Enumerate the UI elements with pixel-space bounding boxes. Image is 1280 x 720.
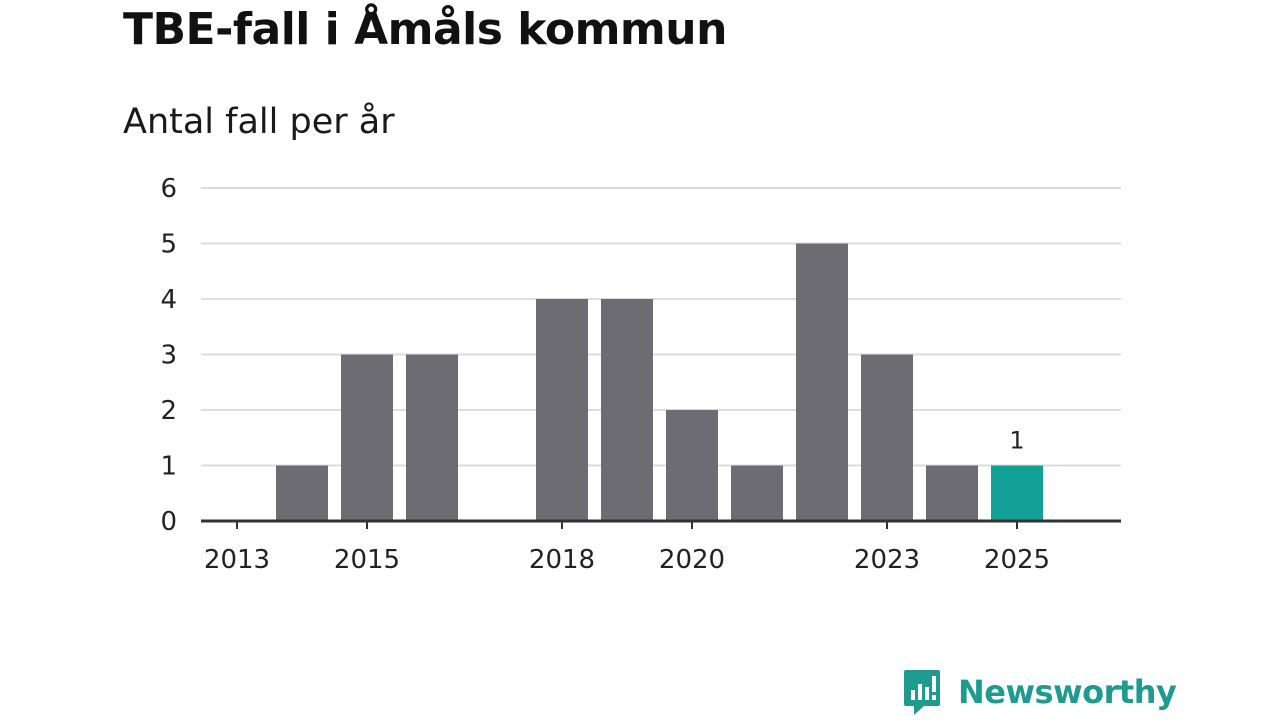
x-tick-label: 2020 [659, 545, 725, 575]
y-tick-label: 4 [160, 285, 177, 315]
y-tick-label: 6 [160, 174, 177, 204]
bar-2025 [991, 465, 1043, 521]
bar-2022 [796, 243, 848, 521]
bar-2014 [276, 465, 328, 521]
x-tick-label: 2015 [334, 545, 400, 575]
bar-2020 [666, 410, 718, 521]
axes [201, 519, 1121, 529]
bars [276, 243, 1043, 521]
x-tick-label: 2023 [854, 545, 920, 575]
y-tick-label: 2 [160, 396, 177, 426]
data-label: 1 [1009, 427, 1024, 455]
x-tick-label: 2013 [204, 545, 270, 575]
bar-2023 [861, 354, 913, 521]
bar-2016 [406, 354, 458, 521]
bar-2024 [926, 465, 978, 521]
brand-logo: Newsworthy [902, 668, 1177, 716]
bar-2015 [341, 354, 393, 521]
newsworthy-logo-icon [904, 670, 940, 715]
bar-2019 [601, 299, 653, 521]
gridlines [201, 187, 1121, 467]
chart-subtitle: Antal fall per år [123, 102, 395, 142]
chart-title: TBE-fall i Åmåls kommun [123, 4, 727, 55]
bar-2018 [536, 299, 588, 521]
brand-name: Newsworthy [958, 673, 1177, 711]
y-tick-label: 5 [160, 230, 177, 260]
y-tick-label: 1 [160, 452, 177, 482]
labels: 0 1 2 3 4 5 6 2013 2015 2018 2020 2023 2025 1 [160, 174, 1050, 575]
bar-2021 [731, 465, 783, 521]
y-tick-label: 3 [160, 341, 177, 371]
x-tick-label: 2018 [529, 545, 595, 575]
y-tick-label: 0 [160, 507, 177, 537]
x-tick-label: 2025 [984, 545, 1050, 575]
bar-chart: 0 1 2 3 4 5 6 2013 2015 2018 2020 2023 2025 1 [160, 174, 1121, 575]
